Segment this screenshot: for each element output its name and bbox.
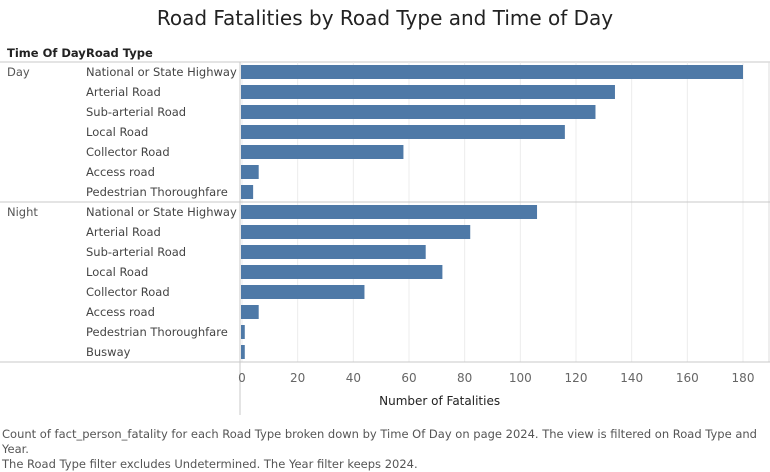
x-tick-label: 100 <box>509 371 532 385</box>
x-tick-label: 120 <box>565 371 588 385</box>
category-label: National or State Highway <box>86 65 237 79</box>
caption-line-2: The Road Type filter excludes Undetermin… <box>2 457 418 471</box>
bar[interactable] <box>241 125 565 139</box>
caption-line-1: Count of fact_person_fatality for each R… <box>2 427 757 456</box>
category-label: Access road <box>86 165 155 179</box>
group-label-night: Night <box>7 205 38 219</box>
bar[interactable] <box>241 165 259 179</box>
x-tick-label: 40 <box>346 371 361 385</box>
category-label: Busway <box>86 345 131 359</box>
bar[interactable] <box>241 305 259 319</box>
bar[interactable] <box>241 245 426 259</box>
x-tick-label: 80 <box>457 371 472 385</box>
x-tick-label: 0 <box>238 371 246 385</box>
category-label: Pedestrian Thoroughfare <box>86 185 228 199</box>
category-label: Local Road <box>86 265 148 279</box>
bar[interactable] <box>241 325 245 339</box>
header-road-type: Road Type <box>86 46 153 60</box>
x-tick-label: 160 <box>676 371 699 385</box>
category-label: Collector Road <box>86 145 170 159</box>
bar[interactable] <box>241 265 443 279</box>
bar[interactable] <box>241 225 471 239</box>
bar[interactable] <box>241 65 743 79</box>
bar[interactable] <box>241 345 245 359</box>
bar[interactable] <box>241 285 365 299</box>
category-label: Sub-arterial Road <box>86 245 186 259</box>
x-tick-label: 20 <box>290 371 305 385</box>
bar[interactable] <box>241 205 538 219</box>
category-label: Arterial Road <box>86 85 161 99</box>
chart-title: Road Fatalities by Road Type and Time of… <box>156 6 614 30</box>
bar[interactable] <box>241 105 596 119</box>
group-label-day: Day <box>7 65 30 79</box>
x-axis-title: Number of Fatalities <box>379 394 500 408</box>
category-label: Pedestrian Thoroughfare <box>86 325 228 339</box>
bar-chart: Time Of Day Road Type Day National or State… <box>0 46 770 415</box>
x-tick-label: 180 <box>732 371 755 385</box>
x-tick-label: 140 <box>620 371 643 385</box>
category-label: Arterial Road <box>86 225 161 239</box>
x-tick-label: 60 <box>401 371 416 385</box>
category-label: National or State Highway <box>86 205 237 219</box>
category-label: Collector Road <box>86 285 170 299</box>
bar[interactable] <box>241 145 404 159</box>
category-label: Local Road <box>86 125 148 139</box>
chart-caption: Count of fact_person_fatality for each R… <box>2 427 768 472</box>
category-label: Sub-arterial Road <box>86 105 186 119</box>
header-time-of-day: Time Of Day <box>7 46 86 60</box>
bar[interactable] <box>241 185 254 199</box>
bar[interactable] <box>241 85 615 99</box>
category-label: Access road <box>86 305 155 319</box>
